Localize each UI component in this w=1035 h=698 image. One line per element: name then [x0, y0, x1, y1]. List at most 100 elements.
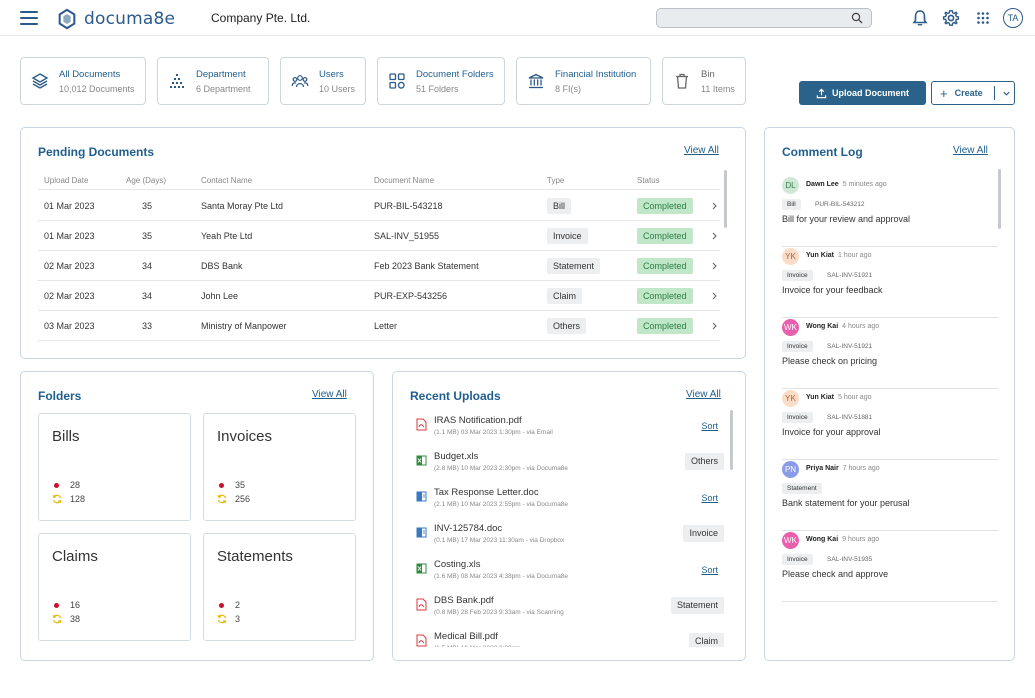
upload-item[interactable]: INV-125784.doc (0.1 MB) 17 Mar 2023 11:30…: [416, 523, 724, 557]
stat-title: Financial Institution: [555, 68, 637, 80]
search-box[interactable]: [656, 8, 872, 28]
type-badge: Claim: [688, 633, 724, 647]
table-row[interactable]: 02 Mar 2023 34 John Lee PUR-EXP-543256 Claim…: [38, 281, 720, 311]
company-name[interactable]: Company Pte. Ltd.: [211, 11, 311, 25]
col-contact-name[interactable]: Contact Name: [201, 176, 253, 185]
commenter-name: Wong Kai 9 hours ago: [806, 536, 879, 543]
folders-view-all-link[interactable]: View All: [312, 389, 347, 400]
type-badge: Invoice: [547, 228, 588, 244]
logo-icon: [58, 8, 76, 30]
sync-icon: [52, 614, 62, 624]
col-age[interactable]: Age (Days): [126, 176, 167, 185]
uploads-scrollbar[interactable]: [730, 410, 733, 470]
table-row[interactable]: 03 Mar 2023 33 Ministry of Manpower Letter O…: [38, 311, 720, 341]
excel-file-icon: [416, 455, 427, 466]
upload-date: 02 Mar 2023: [44, 291, 95, 301]
trash-icon: [676, 73, 688, 89]
apps-grid-icon[interactable]: [974, 9, 992, 27]
stat-financial-institution[interactable]: Financial Institution 8 FI(s): [516, 57, 651, 105]
comment-item[interactable]: YK Yun Kiat 5 hour ago Invoice SAL-INV-51881…: [782, 390, 998, 460]
pending-view-all-link[interactable]: View All: [684, 145, 719, 156]
hamburger-menu-icon[interactable]: [20, 11, 38, 25]
excel-file-icon: [416, 563, 427, 574]
comment-item[interactable]: WK Wong Kai 9 hours ago Invoice SAL-INV-5193…: [782, 532, 998, 602]
commenter-avatar: YK: [782, 248, 799, 265]
table-row[interactable]: 01 Mar 2023 35 Santa Moray Pte Ltd PUR-BIL-…: [38, 191, 720, 221]
sync-icon: [217, 614, 227, 624]
chevron-right-icon[interactable]: [711, 292, 718, 300]
create-button[interactable]: + Create: [931, 81, 1015, 105]
col-upload-date[interactable]: Upload Date: [44, 176, 89, 185]
logo[interactable]: documa8e: [56, 8, 175, 30]
chevron-right-icon[interactable]: [711, 262, 718, 270]
document-ref[interactable]: SAL-INV-51881: [827, 414, 873, 421]
comment-item[interactable]: DL Dawn Lee 5 minutes ago Bill PUR-BIL-54321…: [782, 177, 998, 247]
chevron-right-icon[interactable]: [711, 202, 718, 210]
sort-link[interactable]: Sort: [701, 421, 718, 431]
create-label: Create: [954, 88, 983, 98]
contact-name: Yeah Pte Ltd: [201, 231, 253, 241]
pending-scrollbar[interactable]: [724, 170, 727, 228]
document-ref[interactable]: PUR-BIL-543212: [815, 201, 865, 208]
stat-all-documents[interactable]: All Documents 10,012 Documents: [20, 57, 146, 105]
type-badge: Others: [684, 453, 724, 470]
upload-document-button[interactable]: Upload Document: [799, 81, 926, 105]
document-type-tag: Statement: [782, 483, 822, 494]
table-row[interactable]: 02 Mar 2023 34 DBS Bank Feb 2023 Bank State…: [38, 251, 720, 281]
col-type[interactable]: Type: [547, 176, 565, 185]
stat-title: Bin: [701, 68, 715, 80]
file-meta: (1.1 MB) 03 Mar 2023 1:30pm - via Email: [434, 429, 553, 436]
commenter-name: Priya Nair 7 hours ago: [806, 465, 880, 472]
document-ref[interactable]: SAL-INV-51921: [827, 272, 873, 279]
table-row[interactable]: 01 Mar 2023 35 Yeah Pte Ltd SAL-INV_51955 In…: [38, 221, 720, 251]
stat-subtitle: 10,012 Documents: [59, 83, 135, 94]
search-icon[interactable]: [851, 12, 863, 24]
search-input[interactable]: [665, 9, 845, 27]
document-name: SAL-INV_51955: [374, 231, 440, 241]
chevron-right-icon[interactable]: [711, 232, 718, 240]
divider: [993, 86, 995, 100]
gear-icon[interactable]: [942, 9, 960, 27]
col-status[interactable]: Status: [637, 176, 660, 185]
document-ref[interactable]: SAL-INV-51935: [827, 556, 873, 563]
comment-item[interactable]: WK Wong Kai 4 hours ago Invoice SAL-INV-5192…: [782, 319, 998, 389]
stat-bin[interactable]: Bin 11 Items: [662, 57, 746, 105]
upload-date: 02 Mar 2023: [44, 261, 95, 271]
folder-card[interactable]: Bills 28 128: [38, 413, 191, 521]
pending-dot-icon: [219, 482, 224, 488]
comment-item[interactable]: YK Yun Kiat 1 hour ago Invoice SAL-INV-51921…: [782, 248, 998, 318]
folder-card[interactable]: Claims 16 38: [38, 533, 191, 641]
stat-users[interactable]: Users 10 Users: [280, 57, 366, 105]
chevron-down-icon[interactable]: [1002, 89, 1011, 98]
stat-document-folders[interactable]: Document Folders 51 Folders: [377, 57, 505, 105]
document-ref[interactable]: SAL-INV-51921: [827, 343, 873, 350]
upload-item[interactable]: Budget.xls (2.8 MB) 10 Mar 2023 2:30pm - …: [416, 451, 724, 485]
upload-document-label: Upload Document: [831, 88, 909, 98]
col-document-name[interactable]: Document Name: [374, 176, 435, 185]
file-name: IRAS Notification.pdf: [434, 415, 522, 426]
comment-item[interactable]: PN Priya Nair 7 hours ago Statement Bank sta…: [782, 461, 998, 531]
stat-department[interactable]: Department 6 Department: [157, 57, 269, 105]
upload-item[interactable]: IRAS Notification.pdf (1.1 MB) 03 Mar 202…: [416, 415, 724, 449]
user-avatar[interactable]: TA: [1003, 8, 1023, 28]
sort-link[interactable]: Sort: [701, 493, 718, 503]
file-meta: (2.1 MB) 10 Mar 2023 2:55pm - via Documa…: [434, 501, 569, 508]
chevron-right-icon[interactable]: [711, 322, 718, 330]
upload-item[interactable]: Tax Response Letter.doc (2.1 MB) 10 Mar 2…: [416, 487, 724, 521]
upload-item[interactable]: Medical Bill.pdf (1.5 MB) 10 Mar 2023 3:3…: [416, 631, 724, 647]
comment-text: Bill for your review and approval: [782, 214, 911, 224]
commenter-name-text: Priya Nair: [806, 465, 839, 472]
file-name: Costing.xls: [434, 559, 481, 570]
upload-item[interactable]: DBS Bank.pdf (0.8 MB) 28 Feb 2023 9:33am …: [416, 595, 724, 629]
commenter-name-text: Wong Kai: [806, 536, 839, 543]
upload-item[interactable]: Costing.xls (1.6 MB) 08 Mar 2023 4:38pm -…: [416, 559, 724, 593]
bell-icon[interactable]: [911, 9, 929, 27]
comments-scrollbar[interactable]: [998, 169, 1001, 229]
folder-processing-count: 256: [235, 494, 251, 504]
file-name: DBS Bank.pdf: [434, 595, 494, 606]
folder-card[interactable]: Invoices 35 256: [203, 413, 356, 521]
uploads-view-all-link[interactable]: View All: [686, 389, 721, 400]
sort-link[interactable]: Sort: [701, 565, 718, 575]
comments-view-all-link[interactable]: View All: [953, 145, 988, 156]
folder-card[interactable]: Statements 2 3: [203, 533, 356, 641]
